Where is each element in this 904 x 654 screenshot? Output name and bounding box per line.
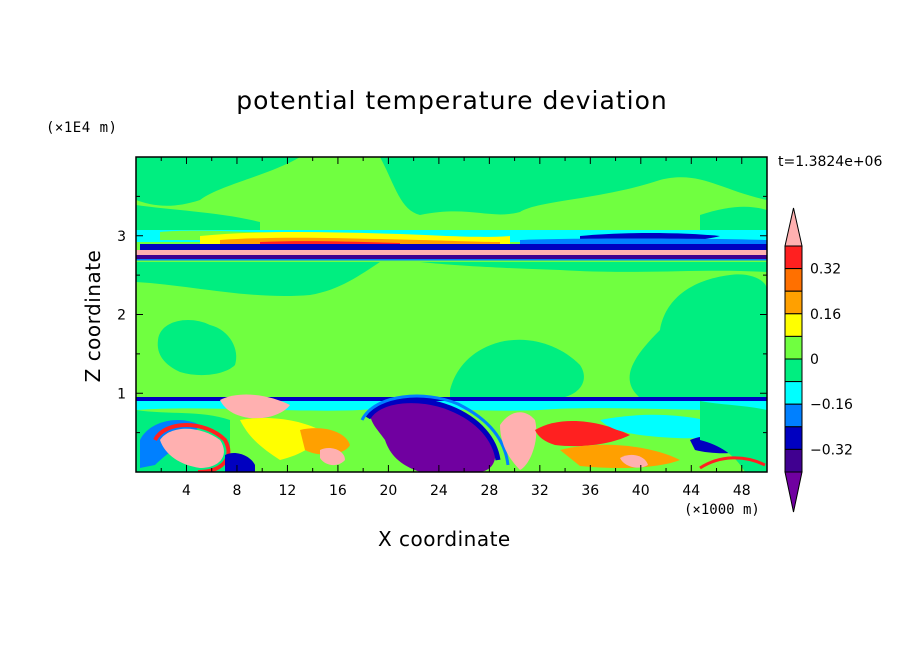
upper-teal-left2 — [136, 205, 260, 232]
bl-orange-mid — [300, 428, 350, 455]
bl-teal-far-right — [700, 401, 767, 472]
boundary-line — [136, 397, 767, 401]
contour-field — [136, 157, 767, 472]
colorbar-label: −0.16 — [810, 397, 853, 413]
band-purple — [136, 255, 767, 259]
band-bottom-edge — [136, 259, 767, 261]
bl-purple-big — [370, 400, 496, 472]
bl-pink-left — [160, 428, 224, 468]
x-ticks: 4 8 12 16 20 24 28 32 36 40 44 48 — [160, 157, 751, 499]
tropo-teal-center — [450, 339, 584, 398]
x-tick-label: 16 — [329, 483, 347, 499]
bl-orange-right — [560, 444, 680, 468]
y-tick-label: 2 — [117, 308, 126, 324]
x-axis-label: X coordinate — [378, 527, 511, 551]
band-pink — [136, 250, 767, 255]
colorbar-segment — [784, 245, 803, 270]
bl-red-right — [535, 420, 630, 447]
x-tick-label: 32 — [531, 483, 549, 499]
bl-cyan-strip — [136, 401, 767, 411]
colorbar-label: 0 — [810, 352, 819, 368]
bl-pink-mid — [320, 448, 345, 466]
colorbar-label: −0.32 — [810, 442, 853, 458]
y-tick-label: 1 — [117, 386, 126, 402]
x-tick-label: 48 — [733, 483, 751, 499]
time-label: t=1.3824e+06 — [778, 154, 883, 170]
colorbar-segment — [784, 448, 803, 473]
upper-teal-center — [380, 157, 767, 215]
colorbar-label: 0.32 — [810, 262, 841, 278]
y-ticks: 1 2 3 — [117, 195, 767, 434]
tropo-teal-left — [157, 320, 237, 376]
colorbar-segment — [784, 313, 803, 337]
colorbar-extend-bottom — [784, 471, 803, 513]
colorbar-extend-top — [784, 207, 803, 247]
x-tick-label: 8 — [232, 483, 241, 499]
colorbar-segment — [784, 290, 803, 315]
x-tick-label: 4 — [182, 483, 191, 499]
upper-teal-right — [700, 206, 767, 230]
colorbar-segment — [784, 335, 803, 360]
bl-red-far-right — [699, 456, 766, 470]
tropo-teal-right — [629, 274, 767, 398]
bl-red-ring — [153, 423, 231, 472]
colorbar-segment — [784, 358, 803, 383]
x-tick-label: 44 — [682, 483, 700, 499]
colorbar-label: 0.16 — [810, 307, 841, 323]
colorbar: 0.32 0.16 0 −0.16 −0.32 — [784, 207, 853, 513]
bl-yellow-mid — [240, 418, 320, 460]
colorbar-segment — [784, 403, 803, 428]
tropo-teal-top2 — [420, 262, 767, 272]
colorbar-segment — [784, 381, 803, 405]
colorbar-segment — [784, 268, 803, 292]
tropo-teal-top — [136, 262, 380, 297]
bl-pink-right — [500, 412, 537, 470]
y-tick-label: 3 — [117, 229, 126, 245]
upper-teal-left — [136, 157, 300, 206]
x-tick-label: 24 — [430, 483, 448, 499]
chart-title: potential temperature deviation — [236, 86, 668, 115]
bl-pink-ridge — [220, 394, 290, 419]
bl-pink-far-right — [620, 454, 648, 468]
band-navy2 — [140, 244, 767, 250]
bl-navy-small — [225, 453, 255, 472]
x-tick-label: 40 — [632, 483, 650, 499]
bl-navy-rim — [365, 398, 501, 461]
colorbar-segment — [784, 426, 803, 450]
x-tick-label: 12 — [279, 483, 297, 499]
x-tick-label: 28 — [480, 483, 498, 499]
x-unit-label: (×1000 m) — [684, 502, 760, 518]
y-unit-label: (×1E4 m) — [46, 120, 118, 136]
bl-blue-rim — [360, 394, 510, 466]
x-tick-label: 36 — [581, 483, 599, 499]
x-tick-label: 20 — [379, 483, 397, 499]
